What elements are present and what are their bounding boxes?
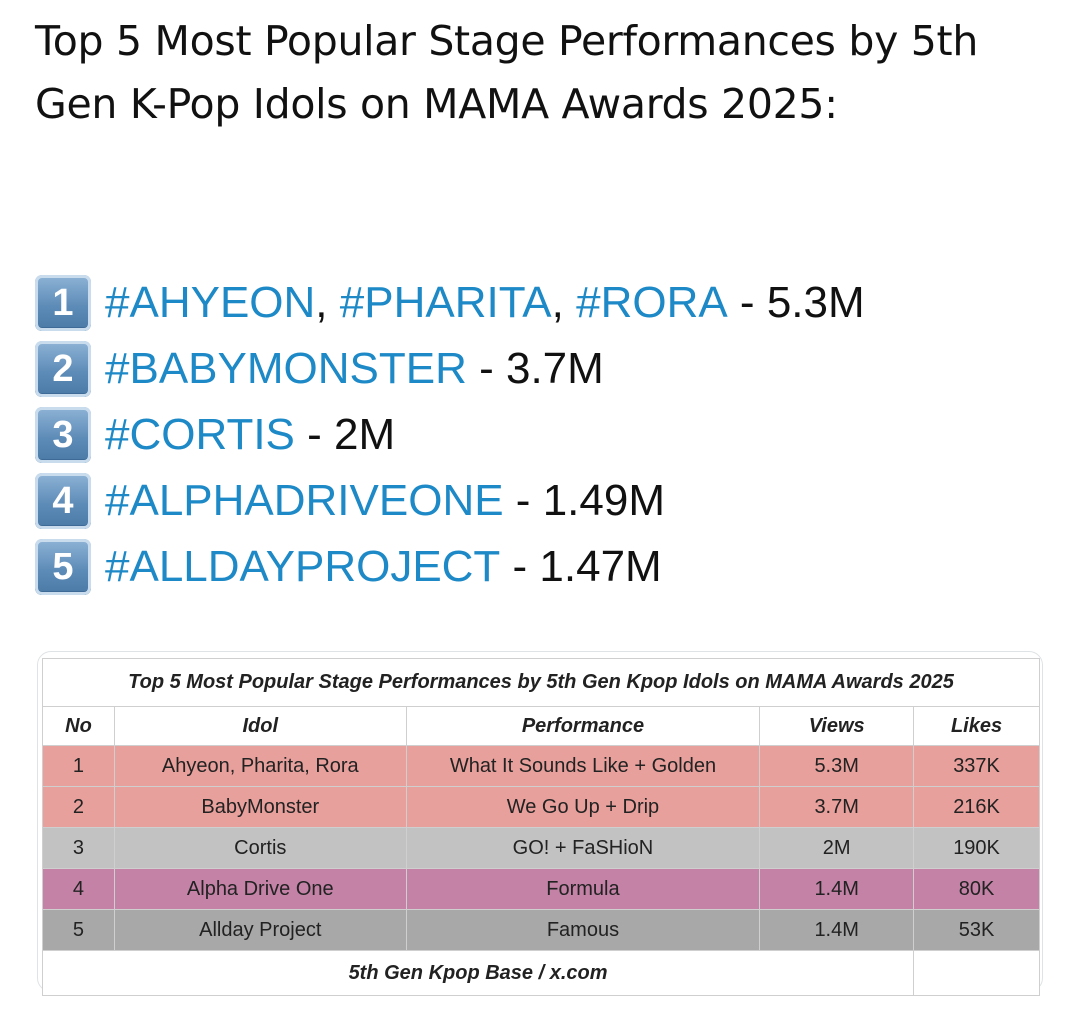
dash-separator: -: [294, 410, 335, 459]
column-header-likes: Likes: [913, 706, 1040, 746]
hashtag-link[interactable]: #AHYEON: [105, 278, 316, 327]
hashtag-link[interactable]: #BABYMONSTER: [105, 344, 467, 393]
hashtag-link[interactable]: #RORA: [576, 278, 728, 327]
table-row: 2 BabyMonster We Go Up + Drip 3.7M 216K: [42, 786, 1040, 828]
column-header-idol: Idol: [113, 706, 407, 746]
view-count: 2M: [334, 410, 396, 459]
ranking-item: 3 #CORTIS - 2M: [35, 402, 1055, 468]
table-row: 4 Alpha Drive One Formula 1.4M 80K: [42, 868, 1040, 910]
table-row: 3 Cortis GO! + FaSHioN 2M 190K: [42, 827, 1040, 869]
keycap-number-icon: 3: [35, 407, 91, 463]
column-header-views: Views: [759, 706, 915, 746]
cell-views: 3.7M: [759, 786, 915, 828]
ranking-list: 1 #AHYEON, #PHARITA, #RORA - 5.3M 2 #BABYMO…: [35, 270, 1055, 600]
cell-no: 4: [42, 868, 115, 910]
cell-idol: Allday Project: [113, 909, 407, 951]
view-count: 1.49M: [542, 476, 665, 525]
cell-idol: Cortis: [113, 827, 407, 869]
column-header-no: No: [42, 706, 115, 746]
cell-likes: 53K: [913, 909, 1040, 951]
hashtag-link[interactable]: #PHARITA: [339, 278, 552, 327]
cell-performance: Formula: [405, 868, 761, 910]
ranking-item: 4 #ALPHADRIVEONE - 1.49M: [35, 468, 1055, 534]
ranking-item: 1 #AHYEON, #PHARITA, #RORA - 5.3M: [35, 270, 1055, 336]
table-row: 5 Allday Project Famous 1.4M 53K: [42, 909, 1040, 951]
dash-separator: -: [727, 278, 767, 327]
source-credit: 5th Gen Kpop Base / x.com: [41, 950, 915, 996]
table-footer-row: 5th Gen Kpop Base / x.com: [41, 950, 1040, 996]
table-title: Top 5 Most Popular Stage Performances by…: [42, 658, 1040, 707]
cell-views: 1.4M: [759, 868, 915, 910]
table-header-row: No Idol Performance Views Likes: [42, 706, 1040, 746]
cell-views: 1.4M: [759, 909, 915, 951]
cell-idol: Ahyeon, Pharita, Rora: [113, 745, 407, 787]
cell-no: 2: [42, 786, 115, 828]
cell-likes: 80K: [913, 868, 1040, 910]
cell-idol: Alpha Drive One: [113, 868, 407, 910]
cell-no: 5: [42, 909, 115, 951]
cell-likes: 337K: [913, 745, 1040, 787]
view-count: 1.47M: [539, 542, 662, 591]
dash-separator: -: [500, 542, 540, 591]
hashtag-link[interactable]: #ALPHADRIVEONE: [105, 476, 504, 525]
dash-separator: -: [466, 344, 506, 393]
keycap-number-icon: 5: [35, 539, 91, 595]
cell-no: 3: [42, 827, 115, 869]
tag-separator: ,: [551, 278, 577, 327]
tag-separator: ,: [315, 278, 340, 327]
cell-performance: Famous: [405, 909, 761, 951]
cell-idol: BabyMonster: [113, 786, 407, 828]
cell-performance: We Go Up + Drip: [405, 786, 761, 828]
view-count: 3.7M: [505, 344, 604, 393]
keycap-number-icon: 4: [35, 473, 91, 529]
cell-performance: What It Sounds Like + Golden: [405, 745, 761, 787]
view-count: 5.3M: [766, 278, 865, 327]
attached-image-card[interactable]: Top 5 Most Popular Stage Performances by…: [37, 651, 1043, 996]
cell-likes: 216K: [913, 786, 1040, 828]
ranking-item: 5 #ALLDAYPROJECT - 1.47M: [35, 534, 1055, 600]
cell-views: 2M: [759, 827, 915, 869]
cell-no: 1: [42, 745, 115, 787]
footer-empty-cell: [913, 950, 1040, 996]
hashtag-link[interactable]: #CORTIS: [105, 410, 295, 459]
ranking-item: 2 #BABYMONSTER - 3.7M: [35, 336, 1055, 402]
table-row: 1 Ahyeon, Pharita, Rora What It Sounds Lik…: [42, 745, 1040, 787]
cell-performance: GO! + FaSHioN: [405, 827, 761, 869]
keycap-number-icon: 1: [35, 275, 91, 331]
performance-table: Top 5 Most Popular Stage Performances by…: [41, 658, 1040, 996]
column-header-performance: Performance: [405, 706, 761, 746]
cell-views: 5.3M: [759, 745, 915, 787]
cell-likes: 190K: [913, 827, 1040, 869]
dash-separator: -: [503, 476, 543, 525]
keycap-number-icon: 2: [35, 341, 91, 397]
tweet-text-title: Top 5 Most Popular Stage Performances by…: [35, 17, 979, 128]
hashtag-link[interactable]: #ALLDAYPROJECT: [105, 542, 501, 591]
